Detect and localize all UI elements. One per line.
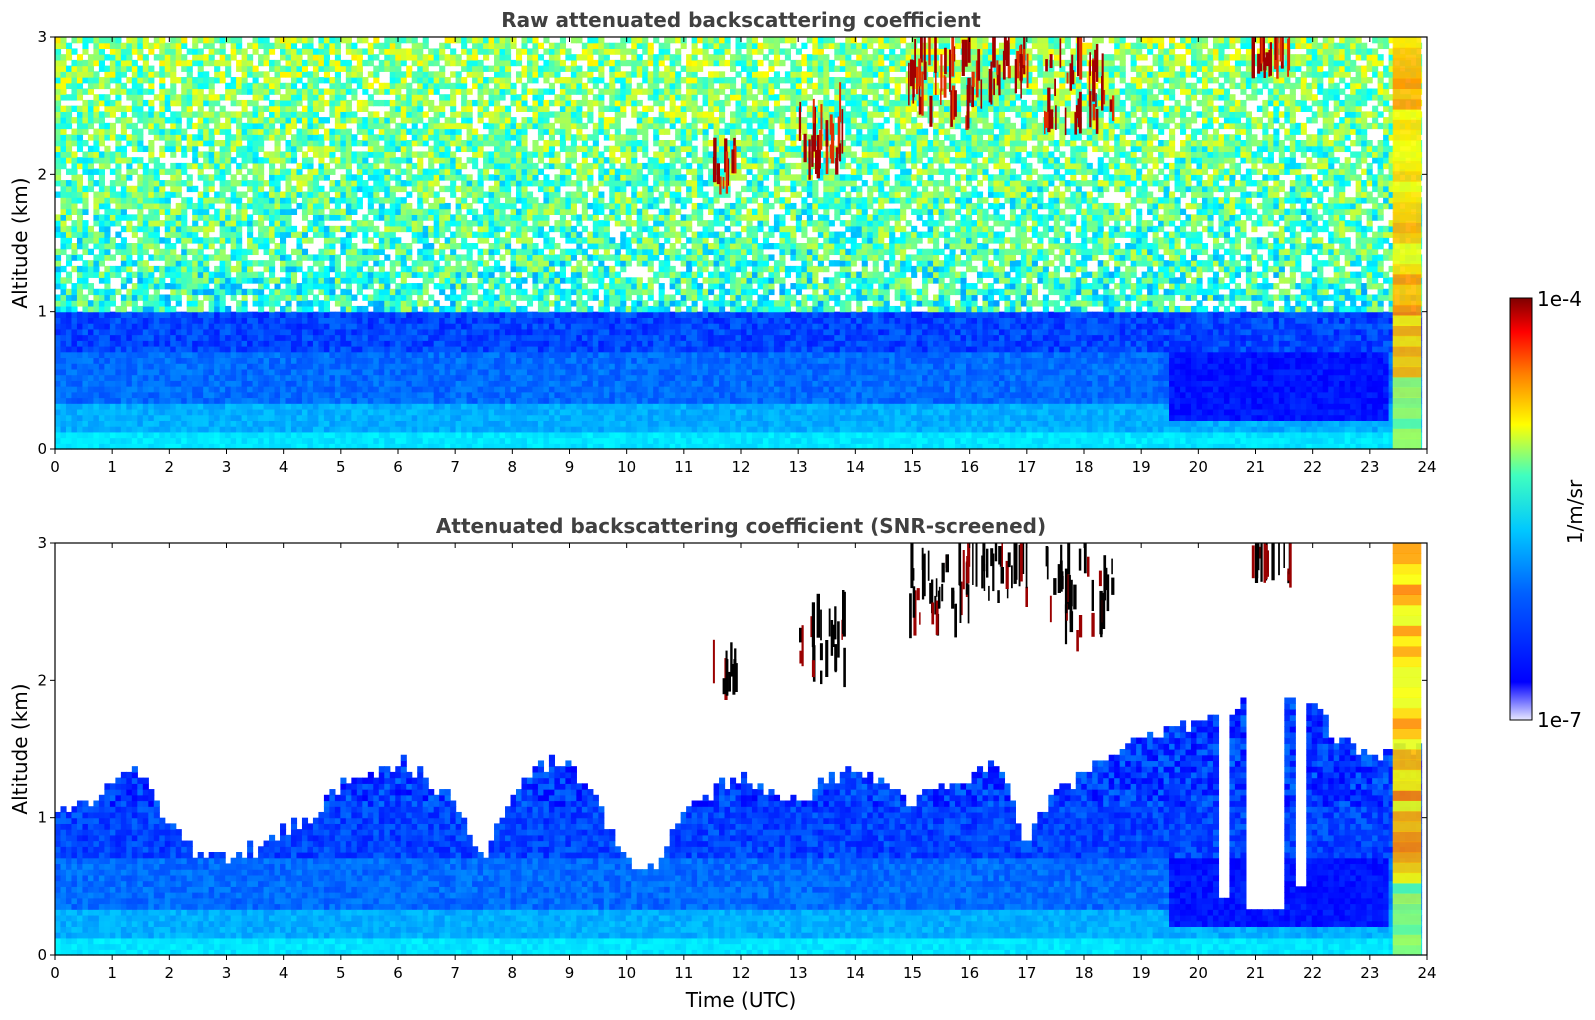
screened-y-axis-label: Altitude (km)	[8, 683, 32, 814]
x-tick-label: 20	[1189, 964, 1208, 982]
x-tick-label: 17	[1017, 458, 1036, 476]
x-tick-label: 11	[674, 964, 693, 982]
x-tick-label: 15	[903, 458, 922, 476]
y-tick-label: 3	[37, 534, 47, 552]
raw-x-axis-ticks: 0 1 2 3 4 5 6 7 8 9 10 11 12 13 14 15 16 17 18 19 20 21 22 23 24	[50, 37, 1437, 476]
y-tick-label: 3	[37, 28, 47, 46]
x-tick-label: 17	[1017, 964, 1036, 982]
x-tick-label: 6	[393, 964, 403, 982]
x-tick-label: 13	[789, 964, 808, 982]
raw-y-axis-ticks: 0 1 2 3	[37, 28, 1427, 458]
screened-y-axis-ticks: 0 1 2 3	[37, 534, 1427, 964]
y-tick-label: 1	[37, 809, 47, 827]
x-tick-label: 19	[1132, 964, 1151, 982]
x-tick-label: 21	[1246, 964, 1265, 982]
x-tick-label: 3	[222, 458, 232, 476]
x-tick-label: 11	[674, 458, 693, 476]
x-axis-label: Time (UTC)	[685, 988, 797, 1012]
y-tick-label: 2	[37, 671, 47, 689]
x-tick-label: 14	[846, 964, 865, 982]
x-tick-label: 20	[1189, 458, 1208, 476]
x-tick-label: 8	[508, 458, 518, 476]
x-tick-label: 10	[617, 458, 636, 476]
x-tick-label: 7	[450, 964, 460, 982]
screened-x-axis-ticks: 0 1 2 3 4 5 6 7 8 9 10 11 12 13 14 15 16 17 18 19 20 21 22 23 24	[50, 543, 1437, 982]
x-tick-label: 12	[731, 458, 750, 476]
colorbar: 1e-4 1e-7 1/m/sr	[1509, 287, 1587, 732]
chart-title-screened: Attenuated backscattering coefficient (S…	[436, 514, 1046, 538]
raw-backscatter-panel: Raw attenuated backscattering coefficien…	[8, 8, 1437, 476]
x-tick-label: 4	[279, 458, 289, 476]
colorbar-min-label: 1e-7	[1537, 708, 1582, 732]
x-tick-label: 9	[565, 964, 575, 982]
x-tick-label: 8	[508, 964, 518, 982]
x-tick-label: 12	[731, 964, 750, 982]
x-tick-label: 9	[565, 458, 575, 476]
chart-title-raw: Raw attenuated backscattering coefficien…	[501, 8, 981, 32]
y-tick-label: 0	[37, 440, 47, 458]
x-tick-label: 14	[846, 458, 865, 476]
x-tick-label: 7	[450, 458, 460, 476]
x-tick-label: 19	[1132, 458, 1151, 476]
colorbar-unit-label: 1/m/sr	[1563, 479, 1587, 544]
x-tick-label: 16	[960, 458, 979, 476]
raw-y-axis-label: Altitude (km)	[8, 177, 32, 308]
x-tick-label: 23	[1360, 964, 1379, 982]
x-tick-label: 24	[1417, 964, 1436, 982]
x-tick-label: 6	[393, 458, 403, 476]
x-tick-label: 0	[50, 458, 60, 476]
x-tick-label: 4	[279, 964, 289, 982]
x-tick-label: 22	[1303, 458, 1322, 476]
colorbar-max-label: 1e-4	[1537, 287, 1582, 311]
raw-heatmap	[55, 37, 1423, 450]
x-tick-label: 21	[1246, 458, 1265, 476]
x-tick-label: 5	[336, 964, 346, 982]
x-tick-label: 3	[222, 964, 232, 982]
x-tick-label: 5	[336, 458, 346, 476]
y-tick-label: 1	[37, 303, 47, 321]
x-tick-label: 18	[1074, 458, 1093, 476]
y-tick-label: 2	[37, 165, 47, 183]
x-tick-label: 22	[1303, 964, 1322, 982]
x-tick-label: 15	[903, 964, 922, 982]
x-tick-label: 2	[165, 964, 175, 982]
x-tick-label: 18	[1074, 964, 1093, 982]
screened-heatmap	[55, 543, 1423, 956]
x-tick-label: 2	[165, 458, 175, 476]
x-tick-label: 0	[50, 964, 60, 982]
x-tick-label: 1	[107, 964, 117, 982]
x-tick-label: 13	[789, 458, 808, 476]
x-tick-label: 1	[107, 458, 117, 476]
x-tick-label: 10	[617, 964, 636, 982]
colorbar-gradient	[1509, 297, 1533, 721]
screened-backscatter-panel: Attenuated backscattering coefficient (S…	[8, 514, 1437, 1012]
x-tick-label: 23	[1360, 458, 1379, 476]
y-tick-label: 0	[37, 946, 47, 964]
x-tick-label: 16	[960, 964, 979, 982]
x-tick-label: 24	[1417, 458, 1436, 476]
